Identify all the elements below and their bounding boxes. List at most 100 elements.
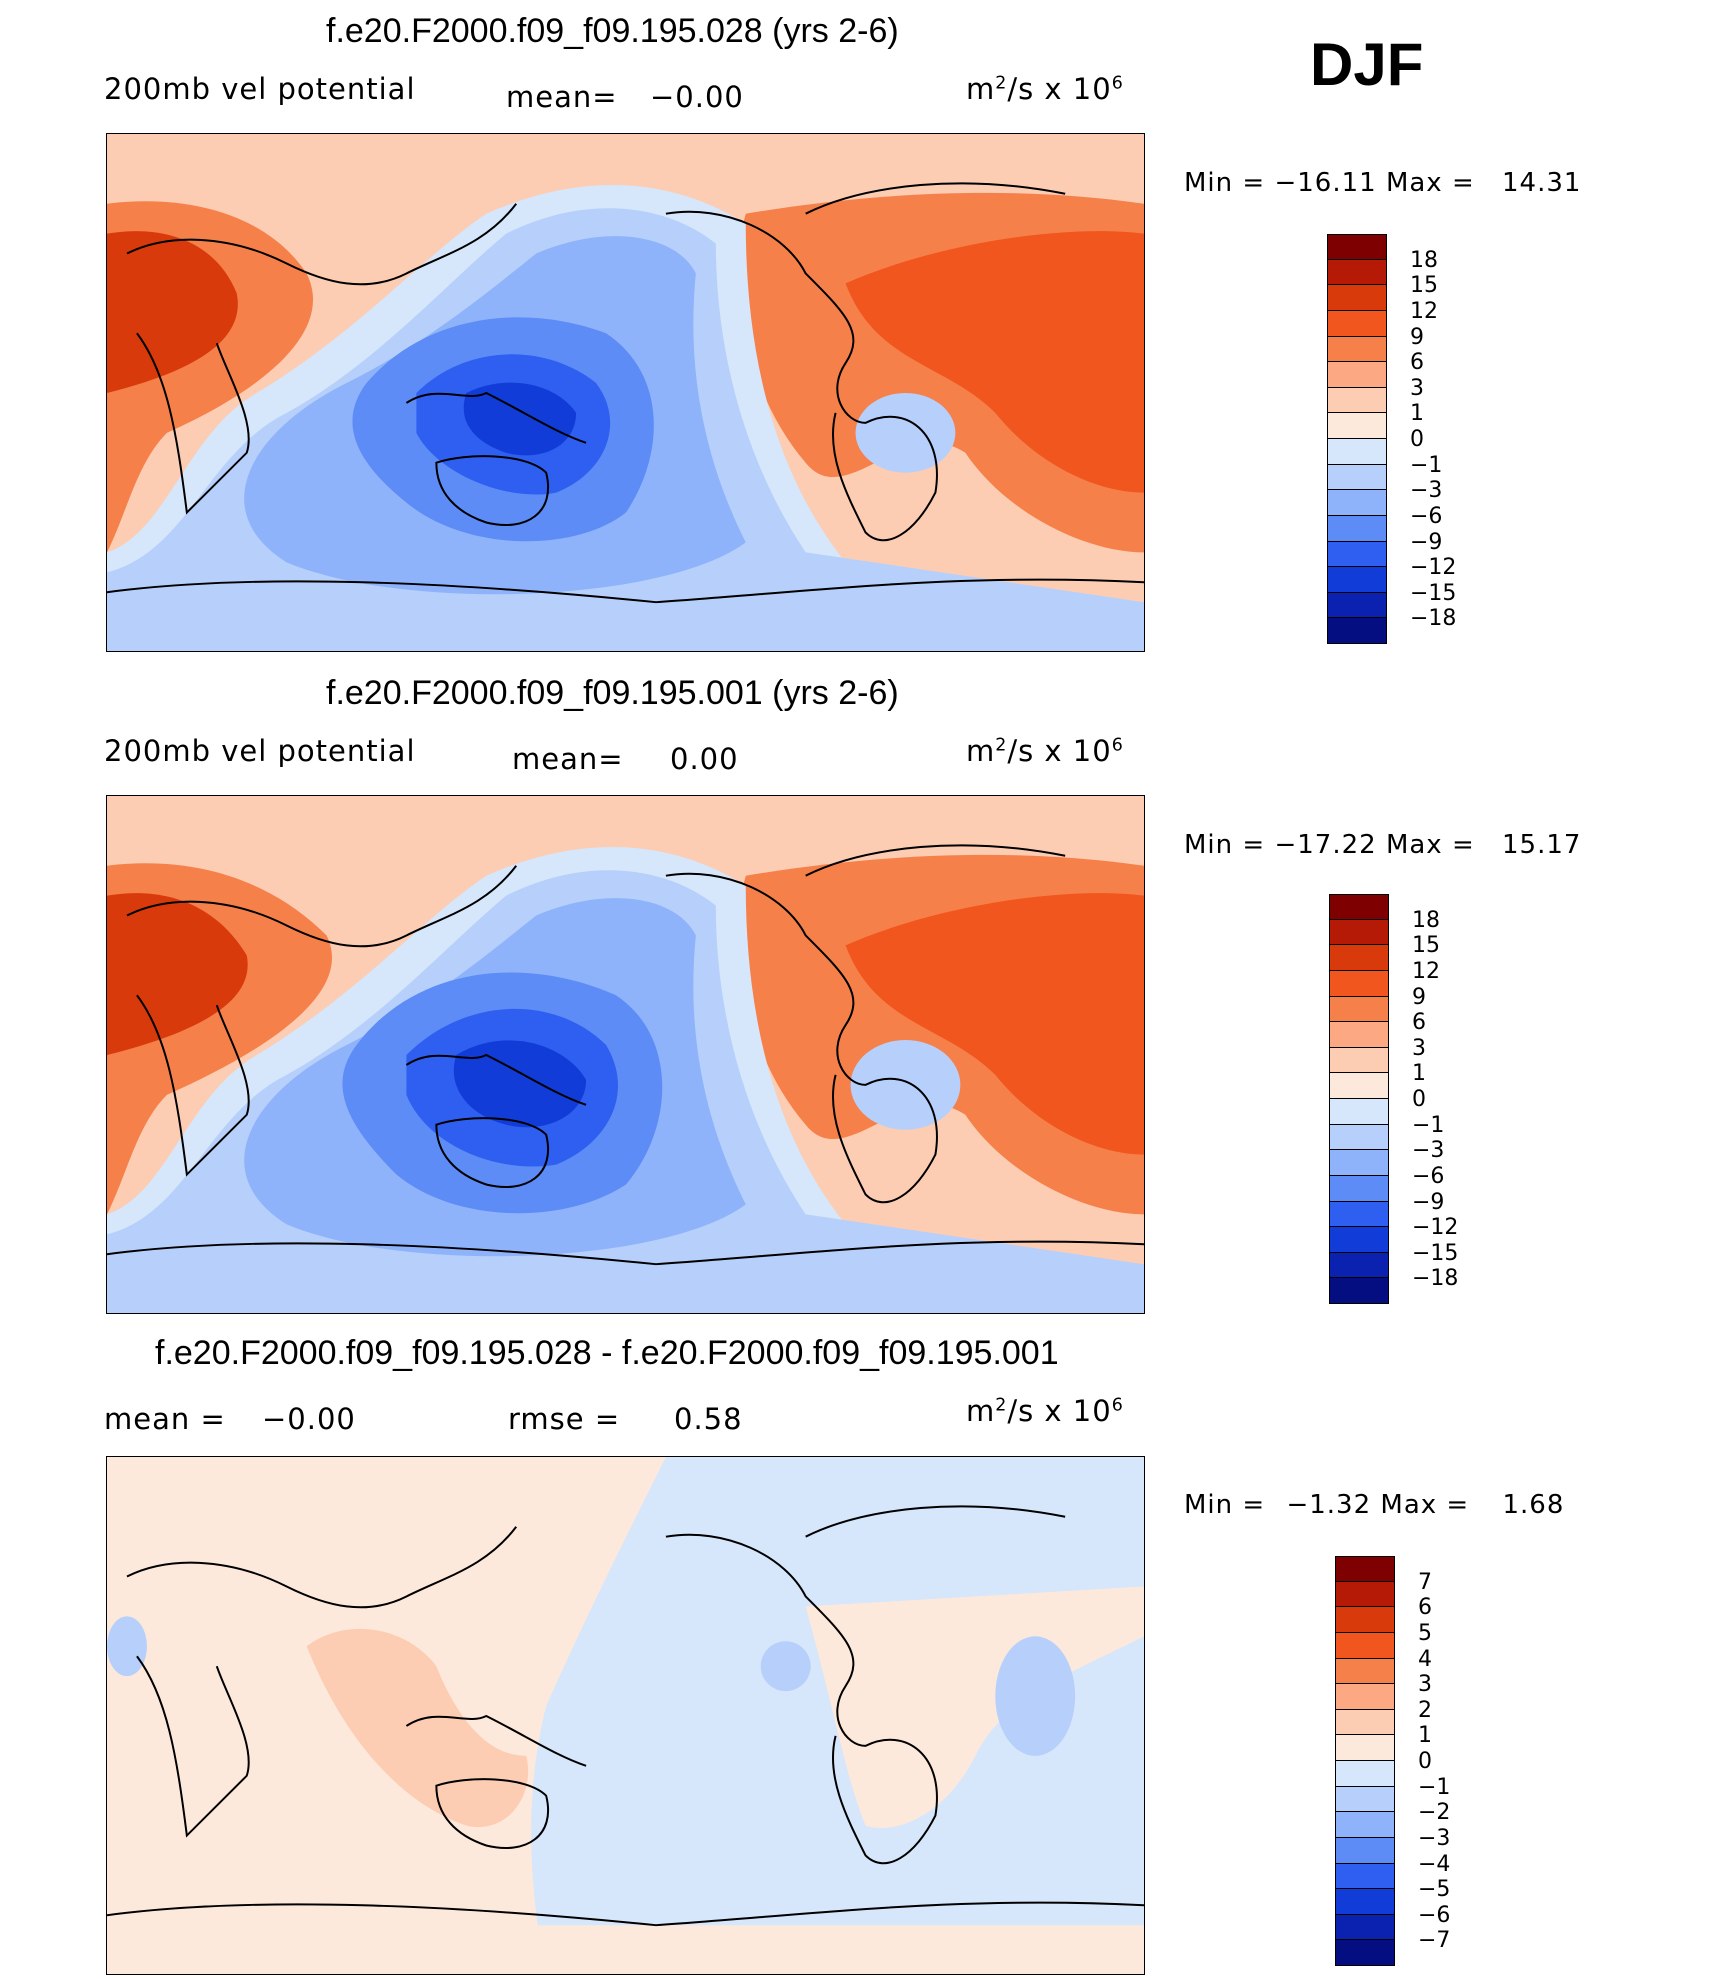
colorbar-tick-label: 9 — [1410, 324, 1424, 350]
colorbar-tick-label: −9 — [1412, 1189, 1445, 1215]
colorbar-swatch — [1329, 1201, 1389, 1228]
panel3-colorbar-labels: 7 6 5 4 3 2 1 0 −1 −2 −3 −4 −5 −6 −7 — [1418, 1556, 1498, 1966]
colorbar-swatch — [1335, 1607, 1395, 1633]
colorbar-tick-label: −3 — [1410, 478, 1443, 504]
colorbar-tick-label: 9 — [1412, 984, 1426, 1010]
colorbar-tick-label: 18 — [1412, 907, 1440, 933]
colorbar-swatch — [1327, 362, 1387, 388]
colorbar-tick-label: 3 — [1412, 1035, 1426, 1061]
colorbar-tick-label: −18 — [1412, 1266, 1459, 1292]
colorbar-tick-label: −2 — [1418, 1800, 1451, 1826]
panel2-title: f.e20.F2000.f09_f09.195.001 (yrs 2-6) — [326, 674, 899, 712]
panel3-min-max: Min = −1.32 Max = 1.68 — [1184, 1490, 1565, 1520]
colorbar-swatch — [1335, 1863, 1395, 1890]
colorbar-tick-label: −7 — [1418, 1928, 1451, 1954]
colorbar-swatch — [1335, 1786, 1395, 1813]
colorbar-tick-label: −15 — [1412, 1240, 1459, 1266]
panel3-map — [106, 1456, 1145, 1975]
colorbar-swatch — [1329, 945, 1389, 971]
colorbar-swatch — [1329, 894, 1389, 920]
colorbar-tick-label: −12 — [1412, 1215, 1459, 1241]
colorbar-tick-label: −6 — [1410, 503, 1443, 529]
panel3-units: m2/s x 106 — [966, 1394, 1124, 1428]
colorbar-tick-label: 18 — [1410, 247, 1438, 273]
colorbar-swatch — [1327, 541, 1387, 568]
colorbar-swatch — [1329, 919, 1389, 946]
panel1-variable-label: 200mb vel potential — [104, 72, 416, 106]
colorbar-swatch — [1327, 490, 1387, 516]
colorbar-swatch — [1329, 1022, 1389, 1048]
colorbar-swatch — [1329, 1278, 1389, 1304]
colorbar-swatch — [1335, 1658, 1395, 1685]
colorbar-tick-label: −12 — [1410, 555, 1457, 581]
colorbar-tick-label: −3 — [1412, 1138, 1445, 1164]
colorbar-tick-label: 6 — [1410, 350, 1424, 376]
colorbar-swatch — [1329, 1175, 1389, 1202]
colorbar-tick-label: 7 — [1418, 1569, 1432, 1595]
colorbar-swatch — [1335, 1940, 1395, 1966]
colorbar-tick-label: −6 — [1418, 1902, 1451, 1928]
colorbar-tick-label: 0 — [1418, 1749, 1432, 1774]
colorbar-tick-label: −18 — [1410, 606, 1457, 632]
panel3-mean-value: −0.00 — [262, 1402, 356, 1436]
panel3-colorbar — [1335, 1556, 1395, 1966]
colorbar-swatch — [1329, 1124, 1389, 1151]
colorbar-tick-label: −1 — [1412, 1112, 1445, 1138]
colorbar-swatch — [1327, 234, 1387, 260]
colorbar-swatch — [1329, 1047, 1389, 1074]
colorbar-tick-label: −1 — [1418, 1774, 1451, 1800]
colorbar-swatch — [1327, 310, 1387, 337]
colorbar-tick-label: 6 — [1418, 1595, 1432, 1621]
panel2-colorbar — [1329, 894, 1389, 1304]
colorbar-tick-label: −1 — [1410, 452, 1443, 478]
colorbar-tick-label: 6 — [1412, 1010, 1426, 1036]
colorbar-swatch — [1335, 1735, 1395, 1761]
panel3-rmse-label: rmse = — [508, 1402, 621, 1436]
colorbar-swatch — [1329, 996, 1389, 1023]
colorbar-swatch — [1335, 1837, 1395, 1864]
colorbar-tick-label: 4 — [1418, 1646, 1432, 1672]
panel2-mean-label: mean= — [512, 742, 624, 776]
colorbar-tick-label: 15 — [1412, 933, 1440, 959]
colorbar-tick-label: 15 — [1410, 273, 1438, 299]
panel3-title: f.e20.F2000.f09_f09.195.028 - f.e20.F200… — [155, 1334, 1059, 1372]
colorbar-swatch — [1335, 1556, 1395, 1582]
colorbar-swatch — [1329, 1150, 1389, 1176]
panel2-min-max: Min = −17.22 Max = 15.17 — [1184, 830, 1582, 860]
colorbar-tick-label: 5 — [1418, 1620, 1432, 1646]
colorbar-swatch — [1335, 1889, 1395, 1915]
panel2-units: m2/s x 106 — [966, 734, 1124, 768]
colorbar-swatch — [1335, 1581, 1395, 1608]
colorbar-tick-label: 0 — [1412, 1087, 1426, 1112]
colorbar-tick-label: 3 — [1410, 375, 1424, 401]
colorbar-tick-label: 1 — [1410, 401, 1424, 427]
colorbar-tick-label: 2 — [1418, 1697, 1432, 1723]
panel2-mean-value: 0.00 — [670, 742, 739, 776]
season-label: DJF — [1310, 31, 1424, 98]
colorbar-swatch — [1329, 1227, 1389, 1253]
panel1-mean-label: mean= — [506, 80, 618, 114]
colorbar-swatch — [1327, 259, 1387, 286]
colorbar-tick-label: 3 — [1418, 1672, 1432, 1698]
colorbar-tick-label: 1 — [1418, 1723, 1432, 1749]
colorbar-tick-label: 0 — [1410, 427, 1424, 452]
colorbar-tick-label: −9 — [1410, 529, 1443, 555]
panel1-units: m2/s x 106 — [966, 72, 1124, 106]
panel2-colorbar-labels: 18 15 12 9 6 3 1 0 −1 −3 −6 −9 −12 −15 −18 — [1412, 894, 1492, 1304]
colorbar-tick-label: 12 — [1412, 958, 1440, 984]
colorbar-tick-label: −4 — [1418, 1851, 1451, 1877]
colorbar-swatch — [1327, 387, 1387, 414]
colorbar-swatch — [1327, 618, 1387, 644]
colorbar-swatch — [1329, 1073, 1389, 1099]
colorbar-swatch — [1327, 285, 1387, 311]
panel2-variable-label: 200mb vel potential — [104, 734, 416, 768]
colorbar-tick-label: 1 — [1412, 1061, 1426, 1087]
panel1-title: f.e20.F2000.f09_f09.195.028 (yrs 2-6) — [326, 12, 899, 50]
colorbar-swatch — [1329, 1099, 1389, 1125]
panel1-colorbar-labels: 18 15 12 9 6 3 1 0 −1 −3 −6 −9 −12 −15 −18 — [1410, 234, 1490, 644]
panel1-colorbar — [1327, 234, 1387, 644]
colorbar-swatch — [1327, 336, 1387, 363]
colorbar-swatch — [1335, 1761, 1395, 1787]
panel1-map — [106, 133, 1145, 652]
colorbar-swatch — [1327, 567, 1387, 593]
